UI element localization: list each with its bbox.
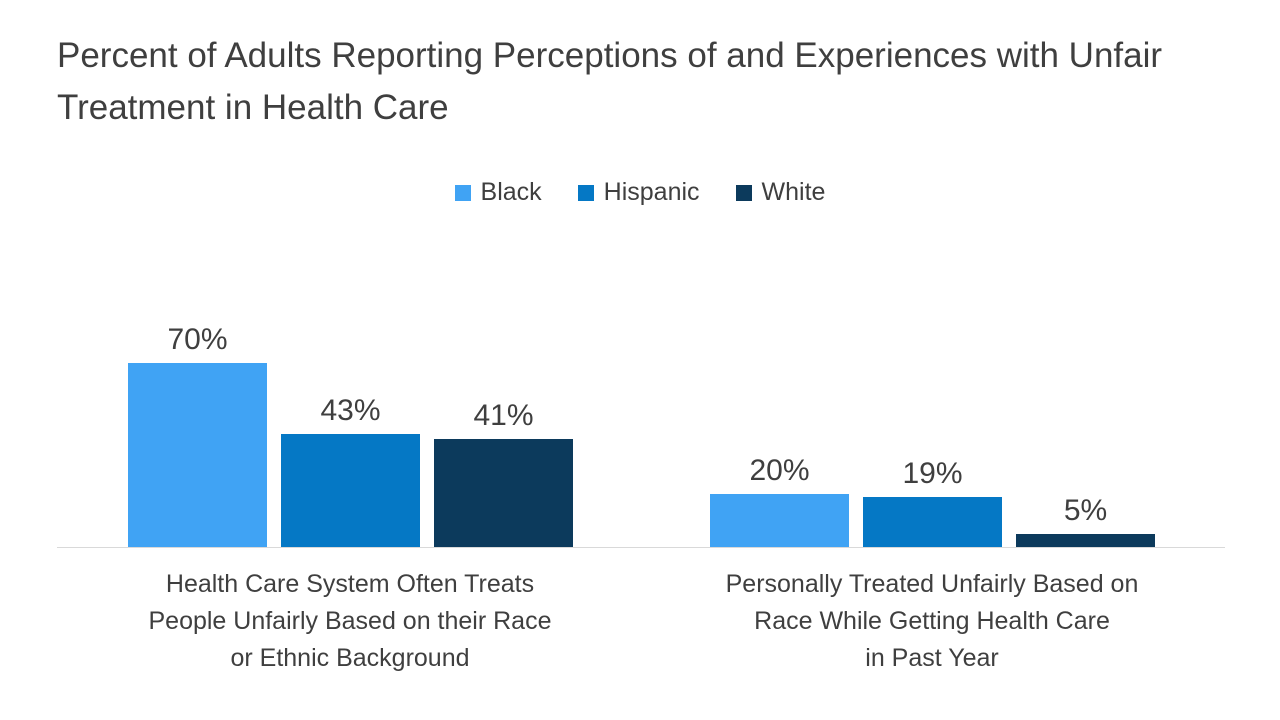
legend: Black Hispanic White [0,178,1280,207]
category-label-1: Health Care System Often Treats People U… [148,570,552,672]
legend-swatch-icon-black [454,184,471,201]
category-label-2: Personally Treated Unfairly Based on Rac… [725,570,1139,672]
bar-cell-hispanic: 19% [863,457,1002,547]
bar-value-label: 5% [1063,494,1108,527]
bar-cell-white: 41% [434,399,573,547]
legend-label-white: White [761,178,826,206]
legend-swatch-icon-hispanic [577,184,594,201]
legend-label-hispanic: Hispanic [603,178,700,206]
bar-cell-black: 70% [128,323,267,547]
bar-white [1016,534,1155,547]
bar-value-label: 20% [749,454,810,487]
bar-cell-hispanic: 43% [281,394,420,547]
legend-item-white: White [735,178,826,207]
legend-label-black: Black [480,178,542,206]
bar-value-label: 41% [473,399,534,432]
bar-cell-white: 5% [1016,494,1155,547]
legend-item-black: Black [454,178,542,207]
bar-black [128,363,267,547]
bar-value-label: 70% [167,323,228,356]
plot-area: 70% 43% 41% 20% 19% 5% [57,297,1225,548]
bar-cell-black: 20% [710,454,849,547]
chart-title: Percent of Adults Reporting Perceptions … [57,36,1163,127]
bar-hispanic [863,497,1002,547]
bar-value-label: 19% [902,457,963,490]
bar-group-2: 20% 19% 5% [710,454,1155,547]
bar-white [434,439,573,547]
legend-item-hispanic: Hispanic [577,178,700,207]
bar-group-1: 70% 43% 41% [128,323,573,547]
bar-value-label: 43% [320,394,381,427]
legend-swatch-icon-white [735,184,752,201]
bar-black [710,494,849,547]
bar-hispanic [281,434,420,547]
